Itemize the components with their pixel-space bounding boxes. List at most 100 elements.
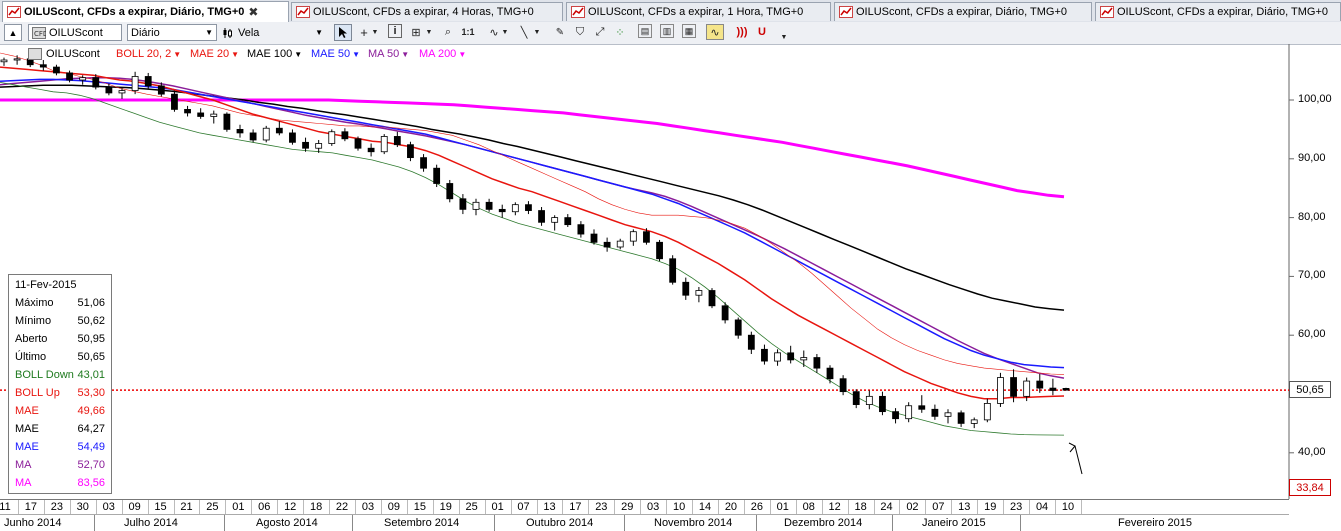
data-window-value: 52,70 bbox=[77, 459, 105, 471]
date-tick-separator bbox=[769, 500, 771, 515]
tab-oiluscont-daily-2[interactable]: OILUScont, CFDs a expirar, Diário, TMG+0 bbox=[834, 2, 1092, 21]
date-tick-label: 23 bbox=[50, 501, 63, 513]
resize-tool-button[interactable]: ⤢ bbox=[592, 24, 608, 40]
candle-body bbox=[538, 210, 545, 223]
month-separator bbox=[624, 515, 625, 531]
line-tool-menu[interactable]: ▼ bbox=[532, 24, 542, 40]
legend-ma200[interactable]: MA 200 ▼ bbox=[419, 46, 466, 62]
info-button[interactable]: i bbox=[388, 24, 402, 38]
candle-body bbox=[53, 66, 60, 74]
data-window-date: 11-Fev-2015 bbox=[15, 279, 77, 291]
legend-mae100[interactable]: MAE 100 ▼ bbox=[247, 46, 302, 62]
symbol-selector[interactable]: CFD OILUScont bbox=[28, 24, 122, 41]
date-tick-label: 12 bbox=[284, 501, 297, 513]
dropdown-arrow-icon: ▼ bbox=[294, 49, 303, 59]
tab-oiluscont-daily-3[interactable]: OILUScont, CFDs a expirar, Diário, TMG+0 bbox=[1095, 2, 1341, 21]
tab-oiluscont-4h[interactable]: OILUScont, CFDs a expirar, 4 Horas, TMG+… bbox=[291, 2, 563, 21]
date-tick-label: 14 bbox=[698, 501, 712, 513]
candle-body bbox=[695, 290, 703, 296]
date-tick-separator bbox=[17, 500, 19, 515]
data-window-value: 64,27 bbox=[77, 423, 105, 435]
month-separator bbox=[892, 515, 893, 531]
data-window-label: BOLL Down bbox=[15, 369, 74, 381]
data-window-value: 51,06 bbox=[77, 297, 105, 309]
legend-label: MAE 50 bbox=[311, 48, 351, 60]
date-tick-separator bbox=[847, 500, 849, 515]
magnet-button[interactable]: U bbox=[754, 24, 770, 40]
grid-menu[interactable]: ▼ bbox=[424, 24, 434, 40]
date-tick-separator bbox=[536, 500, 538, 515]
candle-body bbox=[79, 77, 87, 81]
month-label: Dezembro 2014 bbox=[784, 517, 863, 529]
date-tick-separator bbox=[458, 500, 460, 515]
candle-body bbox=[800, 357, 808, 361]
dropdown-arrow-icon: ▼ bbox=[425, 28, 433, 36]
text-tool-button[interactable]: ✎ bbox=[552, 24, 568, 40]
legend-oiluscont[interactable]: OILUScont bbox=[28, 46, 100, 62]
indicator-menu[interactable]: ▼ bbox=[500, 24, 510, 40]
date-tick-separator bbox=[173, 500, 175, 515]
data-window-value: 53,30 bbox=[77, 387, 105, 399]
boll-down-line bbox=[0, 82, 1065, 436]
date-tick-label: 07 bbox=[517, 501, 530, 513]
candle-body bbox=[734, 319, 742, 336]
legend-mae50[interactable]: MAE 50 ▼ bbox=[311, 46, 360, 62]
candle-body bbox=[957, 412, 965, 424]
candle-body bbox=[223, 113, 231, 130]
data-window-label: Aberto bbox=[15, 333, 48, 345]
layout-3-button[interactable]: ▦ bbox=[682, 24, 696, 38]
data-window-label: MA bbox=[15, 477, 32, 489]
dropdown-arrow-icon: ▼ bbox=[315, 28, 323, 37]
date-tick-separator bbox=[562, 500, 564, 515]
signal-button[interactable]: ))) bbox=[734, 24, 750, 40]
tab-oiluscont-1h[interactable]: OILUScont, CFDs a expirar, 1 Hora, TMG+0 bbox=[566, 2, 831, 21]
candle-body bbox=[1036, 380, 1044, 389]
zoom-reset-button[interactable]: 1:1 bbox=[460, 24, 476, 40]
data-window-label: MAE bbox=[15, 423, 39, 435]
date-tick-label: 03 bbox=[647, 501, 660, 513]
annotation-arrow-icon bbox=[1068, 442, 1083, 475]
price-chart[interactable] bbox=[0, 44, 1341, 499]
legend-ma50[interactable]: MA 50 ▼ bbox=[368, 46, 409, 62]
date-tick-label: 15 bbox=[413, 501, 426, 513]
line-tool-button[interactable]: ╲ bbox=[516, 24, 532, 40]
candle-body bbox=[171, 93, 178, 110]
chart-toolbar: ▲ CFD OILUScont Diário ▼ Vela ▼ + ▼ i ⊞ … bbox=[0, 22, 1341, 45]
candle-body bbox=[393, 136, 401, 146]
layout-2-button[interactable]: ▥ bbox=[660, 24, 674, 38]
date-tick-separator bbox=[277, 500, 279, 515]
grid-button[interactable]: ⊞ bbox=[408, 24, 424, 40]
candle-body bbox=[616, 240, 624, 248]
zoom-button[interactable]: ⌕ bbox=[440, 24, 456, 40]
date-tick-separator bbox=[1080, 500, 1082, 515]
candle-body bbox=[236, 129, 244, 134]
candle-body bbox=[564, 217, 572, 226]
chart-type-select[interactable]: Vela ▼ bbox=[222, 24, 326, 41]
month-label: Setembro 2014 bbox=[384, 517, 460, 529]
template-active-button[interactable]: ∿ bbox=[706, 24, 724, 40]
date-tick-label: 06 bbox=[258, 501, 271, 513]
paint-tool-button[interactable]: ⛉ bbox=[572, 24, 588, 40]
candle-body bbox=[944, 412, 952, 417]
date-tick-label: 09 bbox=[128, 501, 141, 513]
candle-body bbox=[144, 76, 152, 87]
candle-body bbox=[184, 109, 191, 114]
candle-body bbox=[39, 64, 47, 68]
crosshair-button[interactable]: + bbox=[356, 24, 372, 40]
legend-boll[interactable]: BOLL 20, 2 ▼ bbox=[116, 46, 181, 62]
chart-tab-icon bbox=[571, 6, 585, 18]
cursor-tool-button[interactable] bbox=[334, 24, 352, 41]
tab-oiluscont-daily-active[interactable]: OILUScont, CFDs a expirar, Diário, TMG+0… bbox=[2, 1, 289, 22]
collapse-up-button[interactable]: ▲ bbox=[4, 24, 22, 41]
symbol-icon: CFD bbox=[32, 26, 46, 39]
close-tab-icon[interactable]: ✖ bbox=[248, 5, 259, 19]
overflow-arrow-icon: ▼ bbox=[780, 33, 788, 41]
timeframe-select[interactable]: Diário ▼ bbox=[127, 24, 217, 41]
shapes-tool-button[interactable]: ⁘ bbox=[612, 24, 628, 40]
legend-mae20[interactable]: MAE 20 ▼ bbox=[190, 46, 239, 62]
crosshair-menu[interactable]: ▼ bbox=[370, 24, 380, 40]
layout-1-button[interactable]: ▤ bbox=[638, 24, 652, 38]
date-tick-separator bbox=[510, 500, 512, 515]
indicator-button[interactable]: ∿ bbox=[486, 24, 502, 40]
toolbar-overflow-button[interactable]: ▼ bbox=[778, 32, 790, 42]
